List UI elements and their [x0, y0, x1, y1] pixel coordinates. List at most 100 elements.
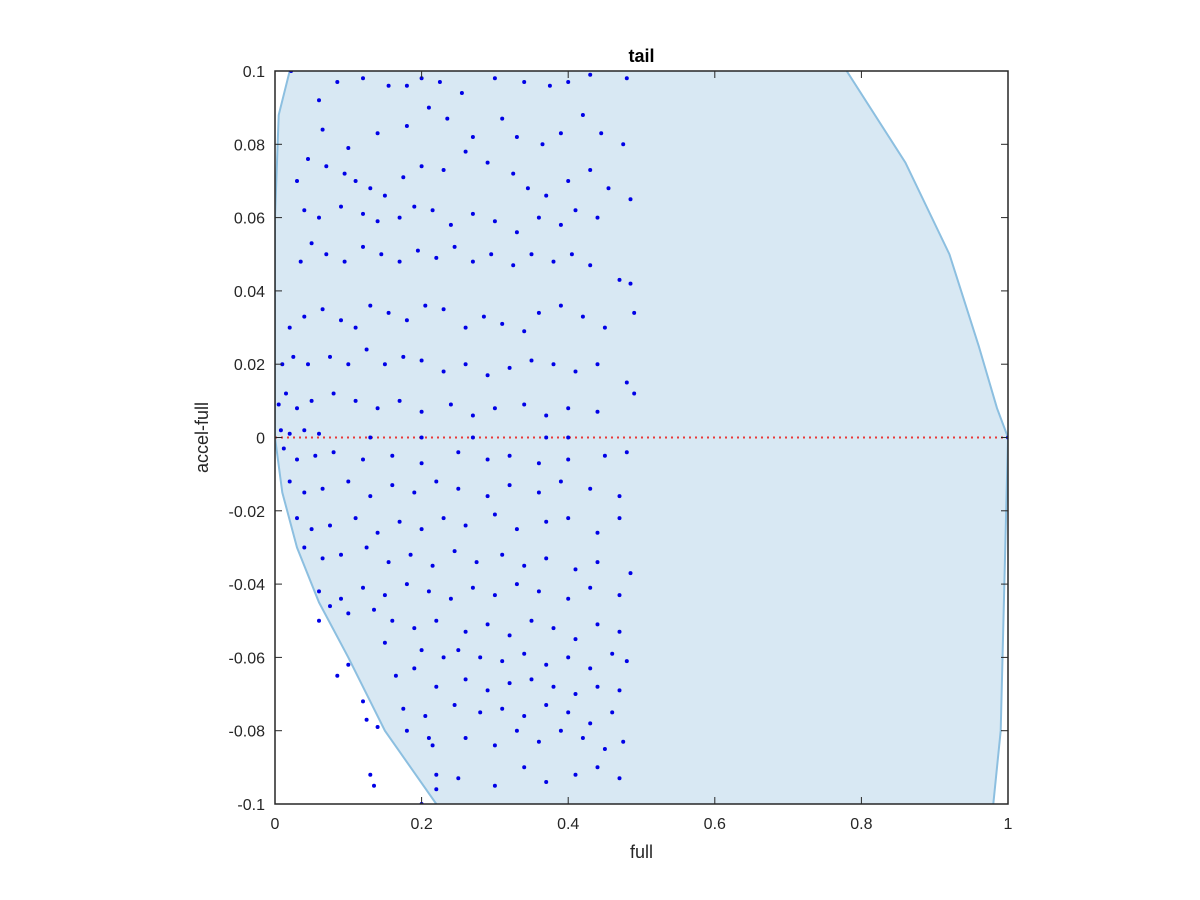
data-point	[485, 373, 490, 378]
data-point	[386, 83, 391, 88]
data-point	[573, 369, 578, 374]
data-point	[386, 560, 391, 565]
data-point	[588, 168, 593, 172]
data-point	[485, 457, 490, 462]
data-point	[558, 303, 563, 308]
data-point	[500, 552, 505, 557]
data-point	[525, 186, 530, 191]
data-point	[342, 259, 347, 264]
data-point	[393, 673, 398, 678]
y-tick-label: 0.1	[243, 64, 265, 81]
data-point	[379, 252, 384, 257]
data-point	[419, 76, 424, 81]
data-point	[317, 589, 321, 594]
data-point	[401, 354, 406, 359]
data-point	[430, 563, 435, 568]
data-point	[361, 76, 365, 81]
data-point	[456, 648, 461, 653]
data-point	[489, 252, 494, 257]
y-tick-label: -0.08	[229, 724, 266, 741]
data-point	[529, 358, 534, 363]
data-point	[551, 259, 556, 264]
data-point	[382, 193, 387, 198]
data-point	[470, 435, 475, 440]
data-point	[617, 688, 622, 693]
data-point	[540, 142, 545, 147]
data-point	[281, 446, 286, 451]
chart-title: tail	[628, 46, 654, 66]
data-point	[306, 362, 310, 367]
data-point	[302, 428, 307, 433]
data-point	[500, 706, 505, 711]
data-point	[470, 259, 475, 264]
y-axis-label: accel-full	[192, 402, 212, 473]
data-point	[448, 402, 453, 407]
data-point	[632, 310, 637, 315]
data-point	[628, 281, 633, 286]
data-point	[382, 593, 387, 598]
data-point	[361, 457, 365, 462]
data-point	[404, 728, 409, 733]
data-point	[320, 486, 325, 491]
data-point	[426, 736, 431, 740]
data-point	[507, 365, 512, 370]
data-point	[313, 453, 318, 458]
data-point	[566, 179, 571, 183]
data-point	[522, 329, 527, 334]
data-point	[573, 208, 578, 213]
data-point	[624, 380, 629, 385]
data-point	[544, 193, 549, 198]
data-point	[386, 310, 391, 315]
data-point	[434, 618, 439, 623]
data-point	[514, 230, 519, 235]
data-point	[580, 314, 585, 319]
data-point	[397, 215, 402, 220]
data-point	[602, 453, 607, 458]
data-point	[463, 677, 468, 682]
data-point	[434, 772, 439, 777]
data-point	[441, 369, 446, 374]
data-point	[544, 703, 549, 707]
data-point	[412, 490, 417, 495]
data-point	[456, 486, 461, 491]
data-point	[544, 519, 549, 524]
data-point	[551, 626, 556, 631]
data-point	[588, 666, 593, 671]
data-point	[339, 318, 343, 323]
data-point	[536, 589, 541, 594]
data-point	[302, 208, 307, 213]
data-point	[507, 681, 512, 686]
y-tick-label: 0	[256, 431, 265, 448]
data-point	[368, 494, 373, 499]
data-point	[328, 523, 332, 528]
data-point	[419, 461, 424, 466]
data-point	[276, 402, 281, 407]
data-point	[621, 142, 626, 147]
data-point	[544, 413, 549, 418]
data-point	[617, 593, 622, 598]
data-point	[595, 215, 600, 220]
y-tick-label: 0.04	[234, 284, 265, 301]
x-tick-label: 0.6	[704, 816, 726, 833]
data-point	[492, 593, 497, 598]
data-point	[492, 512, 497, 517]
data-point	[522, 651, 527, 656]
data-point	[463, 149, 468, 154]
data-point	[606, 186, 611, 191]
data-point	[342, 171, 347, 176]
y-tick-label: -0.1	[237, 797, 265, 814]
data-point	[610, 651, 615, 656]
data-point	[595, 684, 600, 689]
data-point	[346, 479, 351, 484]
data-point	[478, 710, 483, 715]
data-point	[632, 391, 637, 396]
data-point	[415, 248, 420, 253]
data-point	[437, 80, 442, 84]
data-point	[364, 717, 369, 722]
x-axis-label: full	[630, 842, 653, 862]
data-point	[295, 179, 299, 183]
x-tick-label: 0.8	[850, 816, 872, 833]
data-point	[368, 303, 373, 308]
data-point	[331, 391, 336, 396]
data-point	[375, 406, 380, 411]
